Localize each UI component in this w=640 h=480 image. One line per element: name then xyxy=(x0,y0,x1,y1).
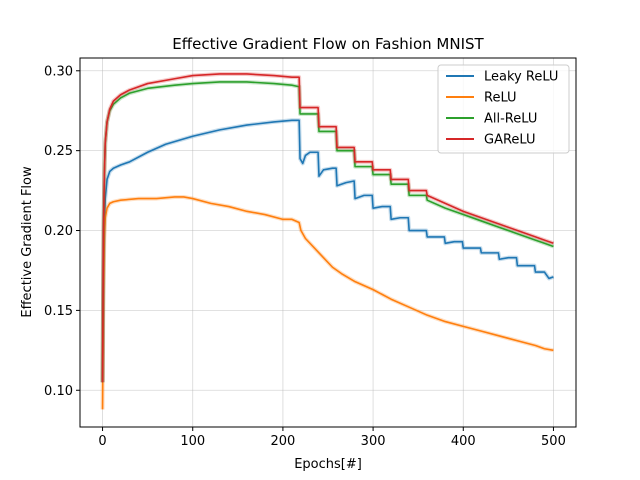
legend-label-1: ReLU xyxy=(484,91,517,106)
x-axis-title: Epochs[#] xyxy=(294,457,362,472)
y-tick-label: 0.15 xyxy=(44,304,73,319)
x-tick-label: 200 xyxy=(270,434,295,449)
series-line-3 xyxy=(101,73,554,383)
x-tick-label: 300 xyxy=(361,434,386,449)
series-lines xyxy=(100,71,555,410)
legend-label-3: GAReLU xyxy=(484,133,536,148)
x-tick-label: 0 xyxy=(98,434,106,449)
y-axis-ticks: 0.10 0.15 0.20 0.25 0.30 xyxy=(44,64,80,399)
y-tick-label: 0.25 xyxy=(44,144,73,159)
y-tick-label: 0.20 xyxy=(44,224,73,239)
plot-frame xyxy=(79,57,577,428)
y-tick-label: 0.10 xyxy=(44,384,73,399)
x-axis-ticks: 0 100 200 300 400 500 xyxy=(98,427,566,449)
x-tick-label: 400 xyxy=(451,434,476,449)
x-tick-label: 500 xyxy=(541,434,566,449)
x-tick-label: 100 xyxy=(180,434,205,449)
chart-title: Effective Gradient Flow on Fashion MNIST xyxy=(172,35,484,53)
y-tick-label: 0.30 xyxy=(44,64,73,79)
legend-label-0: Leaky ReLU xyxy=(484,70,558,85)
series-line-0 xyxy=(101,119,554,383)
legend-box xyxy=(437,64,570,154)
y-axis-title: Effective Gradient Flow xyxy=(20,166,35,318)
legend-label-2: All-ReLU xyxy=(484,112,537,127)
series-line-1 xyxy=(101,196,554,410)
legend: Leaky ReLU ReLU All-ReLU GAReLU xyxy=(437,64,570,154)
